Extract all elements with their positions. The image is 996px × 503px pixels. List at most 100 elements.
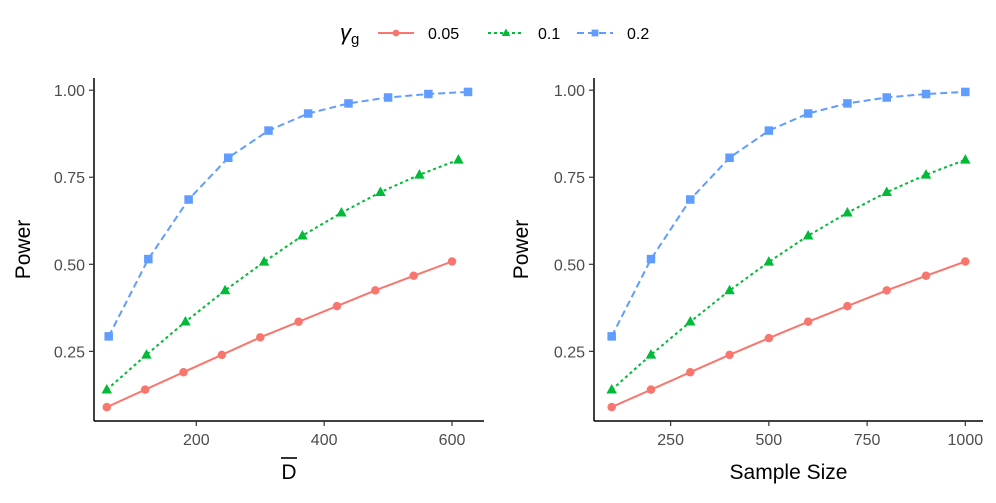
data-point [802,230,814,240]
data-point [763,256,775,266]
data-point [764,333,774,343]
y-tick-label: 0.50 [554,257,585,274]
data-point [921,271,931,281]
series-0-1 [101,154,464,394]
data-point [921,89,931,99]
data-point [960,154,971,164]
data-point [724,284,735,295]
data-point [258,256,270,266]
y-tick-label: 0.25 [554,344,585,361]
y-tick-label: 1.00 [554,83,585,100]
legend-entry-0-05: 0.05 [378,26,459,43]
x-tick-label: 250 [657,432,684,449]
x-tick-label: 400 [311,432,338,449]
x-tick-label: 1000 [948,432,984,449]
data-point [297,230,308,240]
y-tick-label: 0.50 [54,257,85,274]
data-point [141,349,152,359]
data-point [725,153,734,162]
data-point [303,109,313,118]
series-line [107,90,469,337]
legend-key-marker [591,29,599,37]
data-point [424,89,433,99]
x-tick-label: 600 [439,432,466,449]
data-point [645,349,657,359]
data-point [842,207,853,217]
data-point [332,301,342,311]
series-0-2 [104,87,473,341]
data-point [294,317,303,327]
data-point [104,332,113,341]
data-point [144,254,153,264]
data-point [140,385,150,394]
data-point [219,284,231,295]
data-point [843,301,852,311]
series-0-05 [102,257,457,412]
data-point [686,195,695,204]
series-line [106,158,459,391]
legend-key-marker [501,28,511,37]
data-point [646,254,656,264]
data-point [607,402,616,412]
data-point [725,350,734,360]
data-point [646,385,656,394]
legend-entry-0-2: 0.2 [577,26,649,43]
legend-label: 0.05 [428,26,459,43]
data-point [217,350,227,360]
series-0-1 [606,154,971,394]
data-point [882,93,891,102]
series-line [611,260,966,409]
data-point [803,109,813,118]
data-point [255,333,265,342]
y-tick-label: 0.75 [54,170,85,187]
data-point [224,153,233,162]
data-point [336,207,347,217]
data-point [383,93,393,102]
chart-panel-sample-size: 0.25 0.50 0.75 1.00 250 500 750 1000 Power Sample… [510,78,983,484]
data-point [961,257,970,266]
data-point [463,87,473,97]
data-point [882,286,891,295]
x-tick-label: 200 [183,432,210,449]
data-point [686,367,695,377]
data-point [881,186,892,197]
data-point [101,383,113,394]
series-line [610,90,966,337]
chart-panel-d-bar: 0.25 0.50 0.75 1.00 200 400 600 Power D [12,78,484,484]
series-0-2 [607,87,970,341]
data-point [920,169,932,179]
legend: γg 0.05 0.1 0.2 [340,20,649,48]
data-point [685,316,696,326]
data-point [447,257,457,266]
series-0-05 [607,257,970,412]
data-point [184,195,193,204]
legend-label: 0.2 [627,26,649,43]
x-axis-title: Sample Size [730,461,848,484]
legend-entry-0-1: 0.1 [488,26,560,43]
data-point [179,367,188,377]
y-axis-title: Power [12,220,35,280]
data-point [607,332,616,341]
y-tick-label: 0.25 [54,344,85,361]
y-axis-title: Power [510,220,533,280]
legend-title: γg [340,20,359,48]
data-point [375,186,386,197]
data-point [764,126,774,135]
data-point [453,154,464,164]
legend-key-marker [392,29,400,37]
x-axis-title: D [281,461,296,484]
x-tick-label: 500 [756,432,783,449]
data-point [344,99,353,108]
data-point [264,126,273,135]
data-point [803,317,813,327]
y-tick-label: 0.75 [554,170,585,187]
legend-label: 0.1 [538,26,560,43]
series-line [106,260,453,409]
data-point [371,286,380,295]
x-tick-label: 750 [854,432,881,449]
series-line [611,158,966,391]
data-point [961,87,970,97]
data-point [414,169,425,179]
data-point [102,402,112,412]
